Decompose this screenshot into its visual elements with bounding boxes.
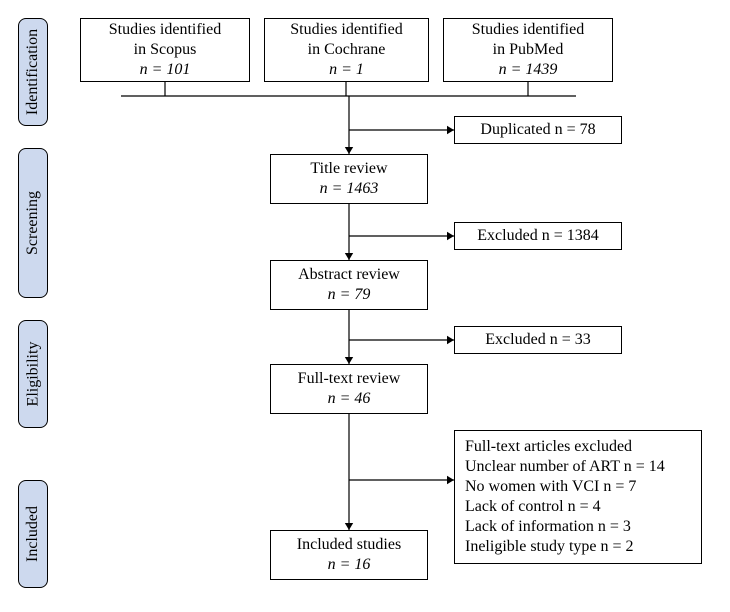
count: n = 1463 bbox=[320, 179, 379, 199]
box-duplicated: Duplicated n = 78 bbox=[454, 116, 622, 144]
text: Excluded n = 33 bbox=[485, 330, 590, 350]
box-excluded-title: Excluded n = 1384 bbox=[454, 222, 622, 250]
stage-eligibility: Eligibility bbox=[18, 320, 48, 428]
stage-label-text: Eligibility bbox=[24, 342, 42, 407]
box-excluded-abstract: Excluded n = 33 bbox=[454, 326, 622, 354]
text: Ineligible study type n = 2 bbox=[465, 537, 634, 557]
stage-label-text: Screening bbox=[24, 191, 42, 255]
stage-label-text: Identification bbox=[24, 29, 42, 115]
text: in Cochrane bbox=[308, 40, 386, 60]
text: Excluded n = 1384 bbox=[477, 226, 598, 246]
box-cochrane: Studies identified in Cochrane n = 1 bbox=[264, 18, 429, 82]
stage-label-text: Included bbox=[24, 506, 42, 562]
box-fulltext-excluded: Full-text articles excluded Unclear numb… bbox=[454, 430, 702, 564]
prisma-flowchart: Identification Screening Eligibility Inc… bbox=[0, 0, 730, 612]
stage-screening: Screening bbox=[18, 148, 48, 298]
stage-identification: Identification bbox=[18, 18, 48, 126]
text: Abstract review bbox=[298, 265, 400, 285]
text: Full-text articles excluded bbox=[465, 437, 632, 457]
count: n = 1439 bbox=[499, 60, 558, 80]
count: n = 16 bbox=[328, 555, 371, 575]
text: in PubMed bbox=[493, 40, 564, 60]
box-included-studies: Included studies n = 16 bbox=[270, 530, 428, 580]
box-fulltext-review: Full-text review n = 46 bbox=[270, 364, 428, 414]
text: No women with VCI n = 7 bbox=[465, 477, 636, 497]
text: Title review bbox=[310, 159, 387, 179]
text: Studies identified bbox=[472, 20, 584, 40]
box-pubmed: Studies identified in PubMed n = 1439 bbox=[443, 18, 613, 82]
text: Full-text review bbox=[298, 369, 401, 389]
text: Studies identified bbox=[109, 20, 221, 40]
stage-included: Included bbox=[18, 480, 48, 588]
box-abstract-review: Abstract review n = 79 bbox=[270, 260, 428, 310]
count: n = 1 bbox=[329, 60, 364, 80]
count: n = 101 bbox=[140, 60, 191, 80]
text: Lack of control n = 4 bbox=[465, 497, 601, 517]
box-title-review: Title review n = 1463 bbox=[270, 154, 428, 204]
text: Lack of information n = 3 bbox=[465, 517, 631, 537]
text: in Scopus bbox=[134, 40, 197, 60]
box-scopus: Studies identified in Scopus n = 101 bbox=[80, 18, 250, 82]
text: Included studies bbox=[297, 535, 401, 555]
count: n = 46 bbox=[328, 389, 371, 409]
count: n = 79 bbox=[328, 285, 371, 305]
text: Unclear number of ART n = 14 bbox=[465, 457, 665, 477]
text: Duplicated n = 78 bbox=[480, 120, 595, 140]
text: Studies identified bbox=[290, 20, 402, 40]
